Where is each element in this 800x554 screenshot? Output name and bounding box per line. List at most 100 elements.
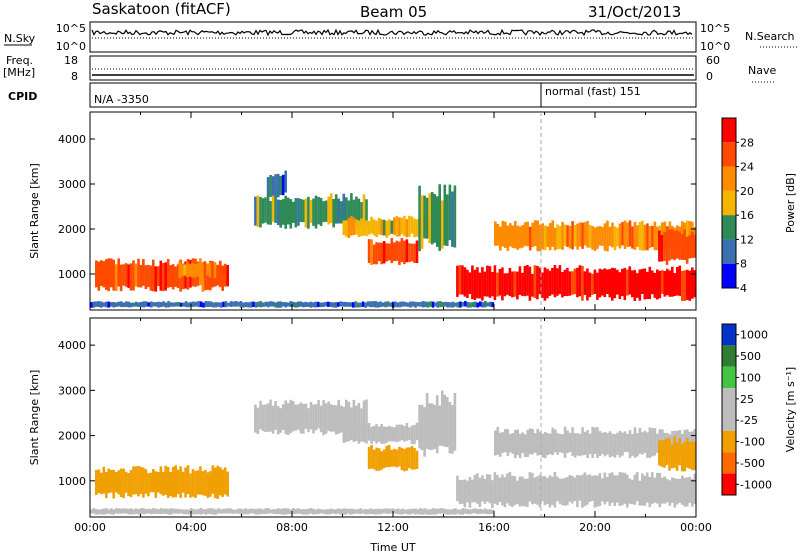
- data-cell: [380, 451, 383, 470]
- colorbar-tick-label: -500: [740, 457, 765, 470]
- data-cell: [214, 302, 218, 308]
- data-cell: [206, 263, 209, 276]
- data-cell: [541, 272, 544, 298]
- data-cell: [441, 390, 444, 446]
- data-cell: [451, 191, 454, 247]
- data-cell: [400, 238, 404, 263]
- data-cell: [398, 217, 401, 237]
- data-cell: [396, 508, 400, 515]
- data-cell: [553, 227, 557, 251]
- data-cell: [209, 471, 212, 497]
- data-cell: [360, 408, 363, 435]
- data-cell: [636, 433, 639, 457]
- data-cell: [685, 438, 689, 468]
- data-cell: [344, 508, 347, 515]
- data-cell: [254, 508, 258, 515]
- data-cell: [456, 475, 459, 501]
- cpid-strip: [89, 82, 697, 108]
- data-cell: [583, 271, 587, 295]
- data-cell: [276, 199, 280, 226]
- data-cell: [571, 271, 574, 295]
- data-cell: [531, 472, 534, 505]
- data-cell: [134, 508, 138, 514]
- data-cell: [541, 223, 544, 250]
- data-cell: [413, 424, 416, 445]
- data-cell: [543, 476, 547, 506]
- data-cell: [380, 219, 383, 236]
- data-cell: [651, 472, 654, 504]
- data-cell: [509, 223, 512, 247]
- data-cell: [513, 271, 517, 297]
- data-cell: [349, 508, 352, 515]
- data-cell: [415, 240, 419, 263]
- data-cell: [362, 194, 366, 223]
- y-tick-label: 3000: [58, 178, 86, 191]
- data-cell: [561, 221, 564, 250]
- data-cell: [478, 477, 482, 507]
- data-cell: [337, 198, 340, 224]
- data-cell: [227, 508, 230, 514]
- data-cell: [339, 508, 342, 515]
- data-cell: [628, 430, 632, 459]
- data-cell: [435, 395, 439, 454]
- data-cell: [174, 508, 178, 514]
- colorbar-swatch: [722, 118, 736, 143]
- data-cell: [223, 263, 227, 287]
- data-cell: [486, 265, 489, 297]
- data-cell: [660, 234, 664, 262]
- data-cell: [179, 302, 183, 307]
- data-cell: [370, 426, 373, 444]
- data-cell: [204, 469, 207, 496]
- data-cell: [496, 223, 500, 246]
- data-cell: [481, 267, 484, 301]
- data-cell: [167, 508, 170, 515]
- data-cell: [237, 301, 240, 307]
- data-cell: [102, 466, 106, 494]
- data-cell: [633, 270, 637, 301]
- data-cell: [374, 301, 377, 308]
- data-cell: [543, 432, 547, 459]
- data-cell: [488, 266, 492, 298]
- data-cell: [197, 508, 200, 515]
- data-cell: [97, 261, 101, 291]
- data-cell: [201, 263, 204, 277]
- data-cell: [518, 476, 522, 507]
- data-cell: [601, 478, 604, 502]
- data-cell: [435, 196, 439, 247]
- data-cell: [162, 301, 165, 307]
- data-cell: [444, 301, 447, 307]
- data-cell: [424, 301, 427, 308]
- data-cell: [351, 302, 355, 308]
- data-cell: [382, 449, 386, 469]
- data-cell: [142, 467, 145, 498]
- data-cell: [576, 223, 579, 250]
- data-cell: [364, 302, 367, 308]
- data-cell: [663, 476, 667, 504]
- data-cell: [618, 430, 622, 458]
- data-cell: [356, 302, 360, 308]
- data-cell: [428, 193, 431, 244]
- data-cell: [261, 404, 265, 431]
- data-cell: [137, 465, 140, 497]
- station-title: Saskatoon (fitACF): [92, 0, 231, 18]
- data-cell: [633, 221, 637, 250]
- data-cell: [336, 302, 340, 307]
- data-cell: [663, 271, 667, 297]
- data-cell: [355, 405, 358, 432]
- x-tick-label: 04:00: [175, 521, 207, 534]
- data-cell: [112, 302, 115, 308]
- data-cell: [337, 399, 340, 434]
- data-cell: [403, 215, 406, 236]
- data-cell: [653, 221, 657, 251]
- data-cell: [588, 474, 592, 502]
- data-cell: [413, 448, 416, 470]
- data-cell: [394, 509, 397, 514]
- data-cell: [521, 272, 524, 296]
- data-cell: [252, 508, 255, 514]
- data-cell: [668, 229, 671, 261]
- data-cell: [658, 230, 661, 262]
- data-cell: [494, 430, 497, 456]
- data-cell: [370, 239, 373, 265]
- data-cell: [468, 272, 472, 295]
- data-cell: [398, 424, 401, 442]
